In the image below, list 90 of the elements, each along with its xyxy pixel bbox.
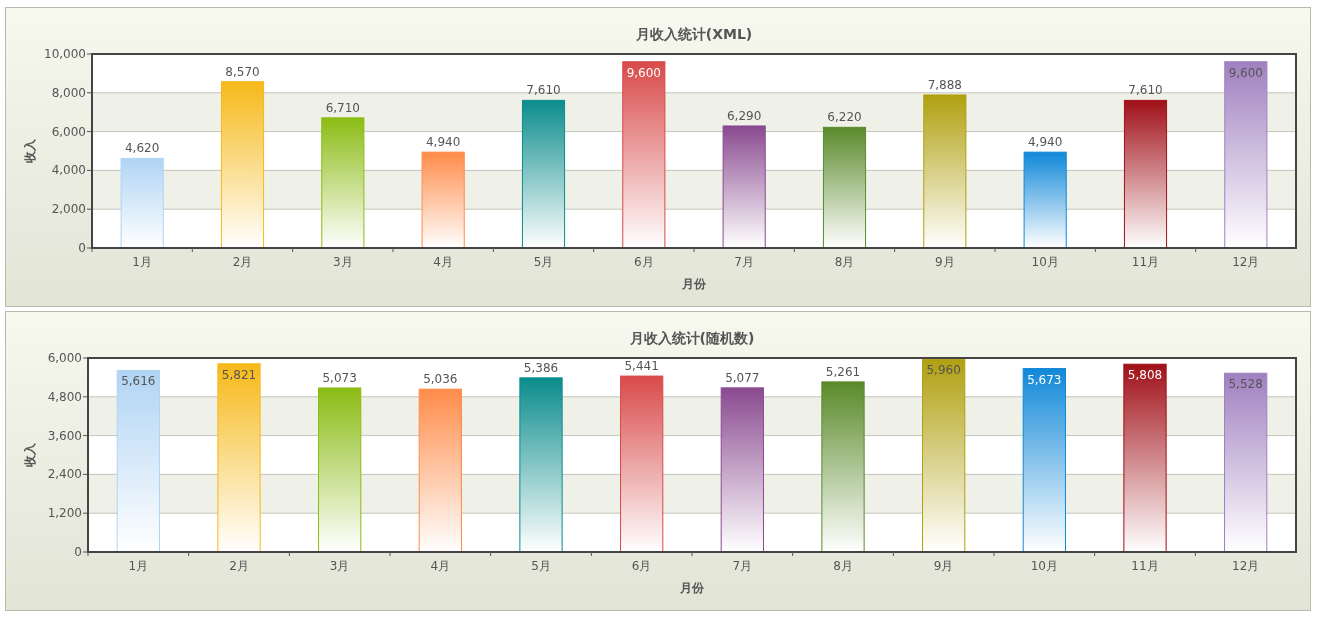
x-tick-label: 11月	[1131, 255, 1160, 269]
x-tick-label: 12月	[1232, 255, 1260, 269]
bar	[923, 94, 967, 249]
x-tick-label: 11月	[1131, 559, 1159, 573]
bar	[217, 363, 261, 553]
y-axis-title: 收入	[23, 138, 37, 163]
y-tick-label: 10,000	[44, 47, 86, 61]
bar	[1224, 61, 1268, 249]
data-label: 5,528	[1228, 377, 1263, 392]
bar	[519, 377, 563, 553]
x-tick-label: 9月	[933, 559, 954, 573]
x-tick-label: 2月	[229, 559, 249, 573]
data-label: 6,290	[726, 108, 762, 123]
y-axis-title: 收入	[23, 442, 37, 467]
bar	[822, 126, 867, 249]
y-tick-label: 3,600	[47, 428, 82, 443]
bar	[821, 381, 865, 553]
bar	[720, 387, 764, 553]
x-tick-label: 9月	[935, 255, 955, 269]
data-label: 5,673	[1027, 372, 1062, 387]
bar	[622, 61, 666, 249]
bar	[620, 375, 664, 553]
chart-title: 月收入统计(随机数)	[628, 330, 755, 346]
x-tick-label: 1月	[132, 255, 152, 269]
data-label: 5,077	[725, 370, 760, 385]
x-tick-label: 3月	[333, 255, 353, 269]
data-label: 5,616	[121, 374, 156, 389]
data-label: 5,261	[825, 364, 861, 379]
data-label: 7,610	[1128, 83, 1163, 98]
data-label: 8,570	[225, 64, 260, 79]
data-label: 9,600	[626, 65, 662, 80]
bar	[922, 358, 966, 553]
x-tick-label: 5月	[533, 255, 554, 269]
bar	[220, 81, 265, 249]
x-tick-label: 6月	[631, 559, 652, 573]
y-tick-label: 6,000	[51, 124, 86, 139]
y-tick-label: 4,000	[51, 163, 86, 178]
x-tick-label: 12月	[1232, 559, 1260, 573]
x-tick-label: 1月	[128, 559, 149, 573]
data-label: 4,620	[124, 141, 160, 156]
y-tick-label: 6,000	[47, 351, 82, 365]
bar	[1123, 99, 1168, 249]
x-tick-label: 8月	[833, 559, 853, 573]
x-tick-label: 8月	[834, 255, 855, 269]
data-label: 5,386	[523, 360, 559, 375]
bar	[418, 388, 462, 553]
x-tick-label: 2月	[232, 255, 253, 269]
bar	[421, 151, 465, 249]
x-tick-label: 7月	[732, 559, 753, 573]
bar	[1123, 363, 1167, 553]
x-tick-label: 10月	[1030, 559, 1058, 573]
chart-title: 月收入统计(XML)	[634, 26, 753, 42]
x-axis-title: 月份	[679, 581, 705, 595]
x-tick-label: 6月	[634, 255, 654, 269]
x-tick-label: 5月	[531, 559, 551, 573]
bar	[318, 387, 362, 553]
data-label: 4,940	[1027, 135, 1063, 150]
data-label: 4,940	[425, 135, 461, 150]
y-tick-label: 2,400	[47, 467, 82, 482]
x-tick-label: 3月	[329, 559, 350, 573]
data-label: 5,073	[322, 370, 357, 385]
data-label: 9,600	[1228, 65, 1264, 80]
bar	[1022, 368, 1066, 553]
x-axis-title: 月份	[681, 277, 707, 291]
data-label: 5,441	[624, 359, 659, 374]
y-tick-label: 2,000	[51, 202, 86, 217]
data-label: 5,821	[221, 367, 257, 382]
bar	[521, 99, 566, 249]
data-label: 6,220	[827, 110, 862, 125]
bar	[120, 157, 164, 249]
data-label: 5,036	[423, 372, 458, 387]
bar	[321, 117, 365, 249]
data-label: 7,888	[927, 77, 963, 92]
x-tick-label: 4月	[430, 559, 451, 573]
y-tick-label: 0	[74, 545, 82, 559]
bar	[1224, 372, 1268, 553]
x-tick-label: 4月	[433, 255, 453, 269]
x-tick-label: 7月	[734, 255, 754, 269]
y-tick-label: 4,800	[47, 389, 82, 404]
data-label: 7,610	[526, 83, 561, 98]
data-label: 5,808	[1127, 368, 1163, 383]
y-tick-label: 0	[78, 241, 86, 255]
bar	[722, 125, 766, 249]
y-tick-label: 1,200	[47, 506, 82, 521]
bar	[1023, 151, 1067, 249]
data-label: 6,710	[325, 100, 361, 115]
data-label: 5,960	[926, 363, 961, 378]
x-tick-label: 10月	[1031, 255, 1059, 269]
bar	[116, 369, 160, 553]
y-tick-label: 8,000	[51, 85, 86, 100]
